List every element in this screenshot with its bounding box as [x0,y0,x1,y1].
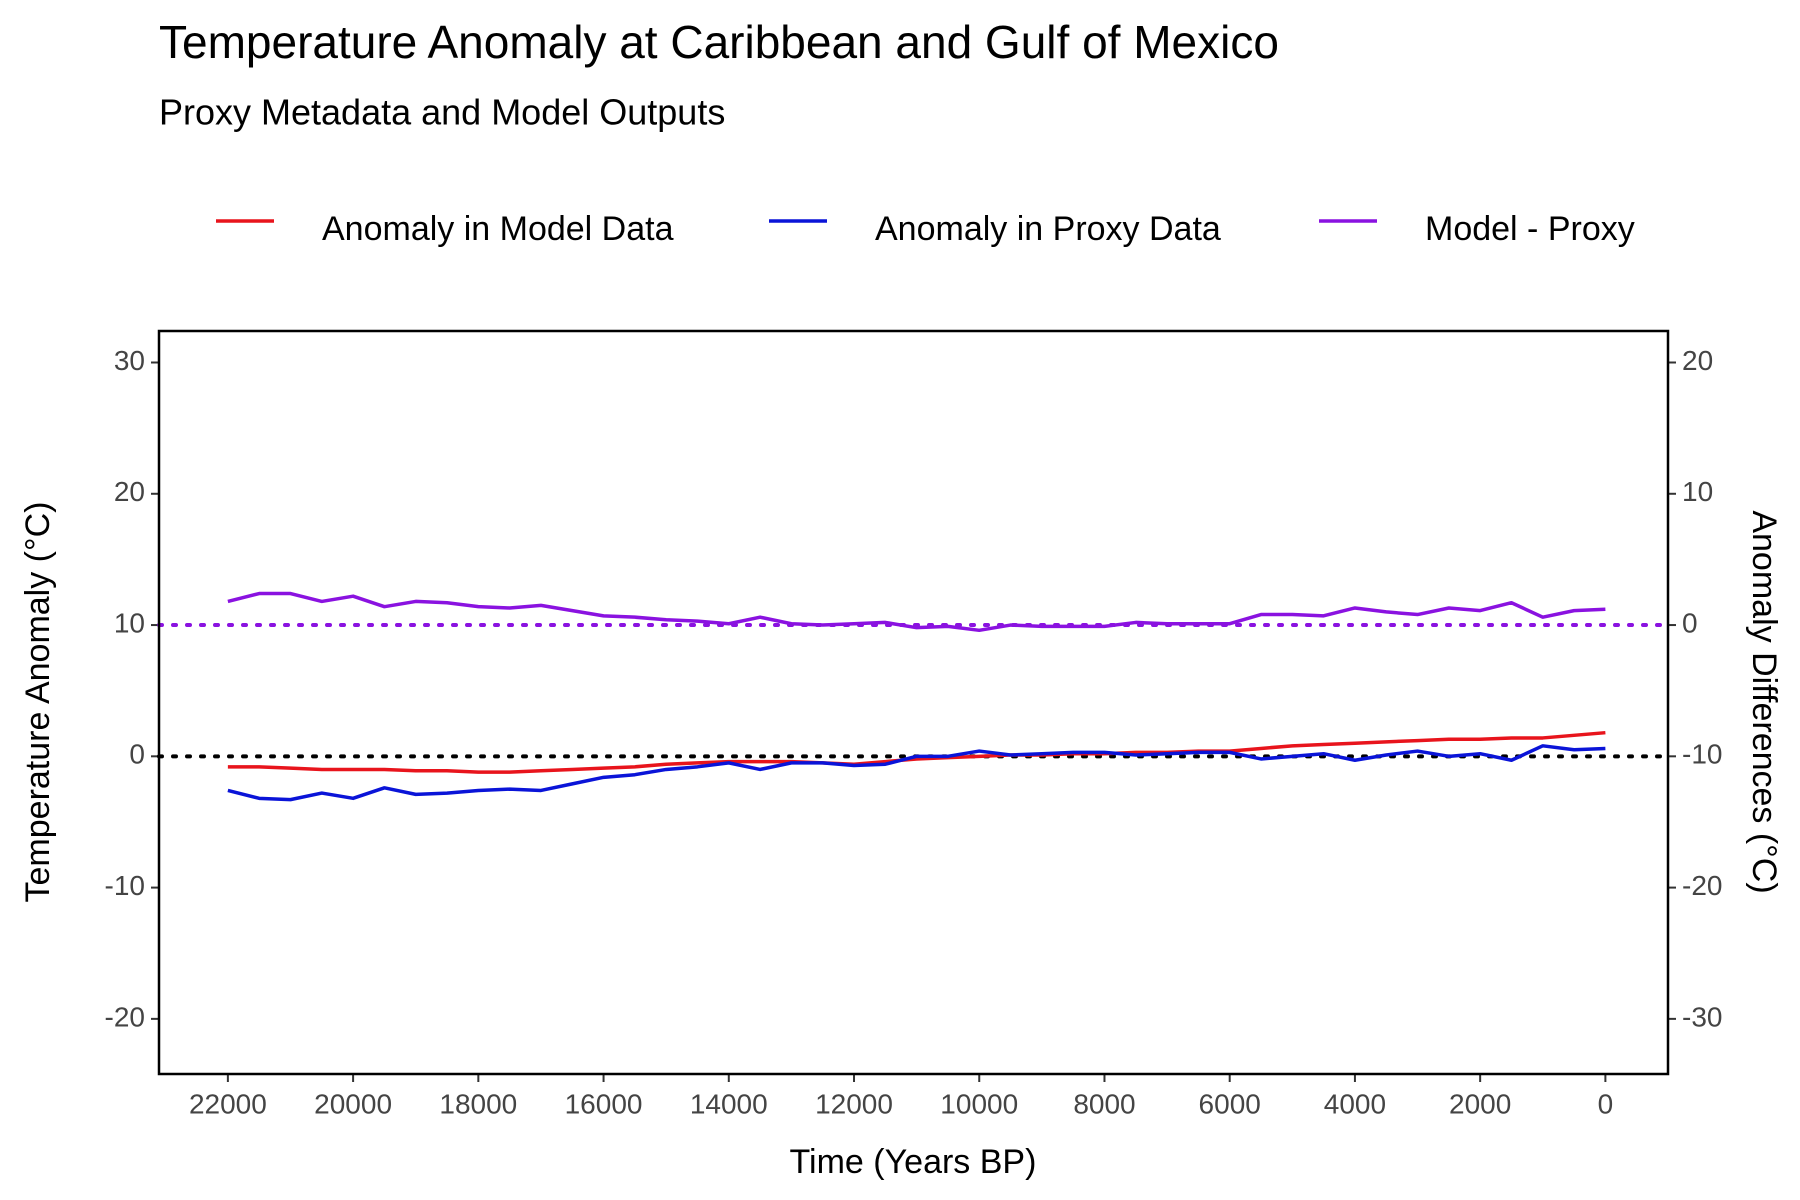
series-line [227,744,1606,802]
x-tick-label: 6000 [1199,1088,1261,1119]
y-tick-label: 20 [114,476,145,507]
y2-axis-title: Anomaly Differences (°C) [1745,510,1783,893]
x-tick-label: 12000 [815,1088,893,1119]
x-tick-label: 16000 [565,1088,643,1119]
x-tick-label: 22000 [189,1088,267,1119]
x-tick-label: 18000 [439,1088,517,1119]
y2-tick-label: 0 [1682,607,1698,638]
y-axis-title: Temperature Anomaly (°C) [19,502,57,903]
y-tick-label: -20 [105,1001,145,1032]
y-tick-label: 0 [129,739,145,770]
y2-tick-label: 10 [1682,476,1713,507]
x-tick-label: 20000 [314,1088,392,1119]
x-tick-label: 4000 [1324,1088,1386,1119]
y2-tick-label: -20 [1682,870,1722,901]
y-tick-label: -10 [105,870,145,901]
x-tick-label: 10000 [940,1088,1018,1119]
series-line [227,730,1606,774]
y2-tick-label: -30 [1682,1001,1722,1032]
x-tick-label: 14000 [690,1088,768,1119]
y-tick-label: 10 [114,607,145,638]
x-tick-label: 0 [1598,1088,1614,1119]
x-axis-title: Time (Years BP) [790,1143,1037,1181]
chart-subtitle: Proxy Metadata and Model Outputs [159,92,725,133]
chart-title: Temperature Anomaly at Caribbean and Gul… [159,16,1279,68]
y-tick-label: 30 [114,345,145,376]
legend-label: Model - Proxy [1425,210,1635,248]
legend-label: Anomaly in Proxy Data [875,210,1221,248]
y2-tick-label: 20 [1682,345,1713,376]
y2-tick-label: -10 [1682,739,1722,770]
x-tick-label: 8000 [1073,1088,1135,1119]
panel-border [157,329,1670,1076]
legend-label: Anomaly in Model Data [322,210,674,248]
series-line [227,591,1606,633]
x-tick-label: 2000 [1449,1088,1511,1119]
